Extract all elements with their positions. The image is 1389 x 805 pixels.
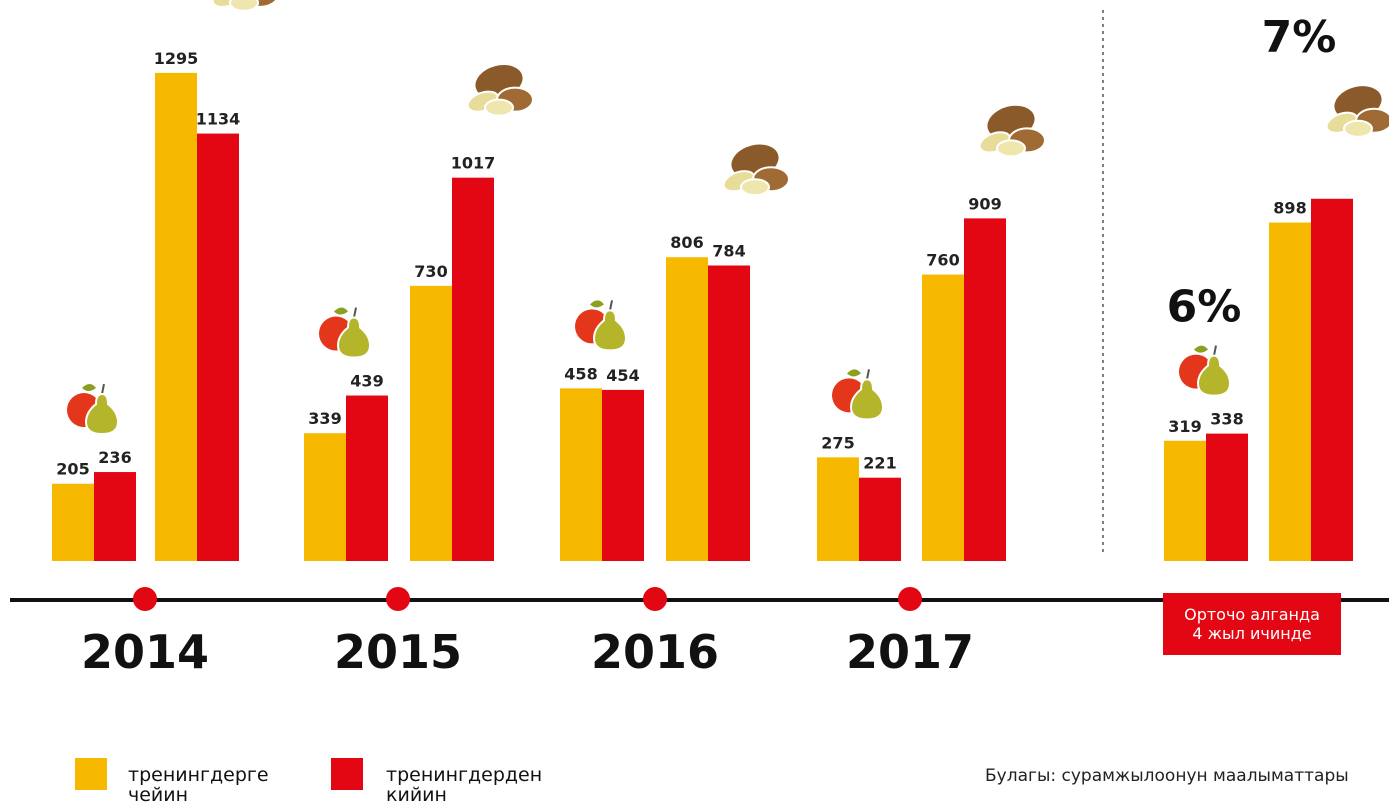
bar: [410, 285, 452, 561]
potato-slice: [996, 139, 1026, 158]
stem: [866, 369, 870, 380]
value-label: 784: [712, 241, 745, 260]
stem: [609, 300, 613, 311]
timeline-dot: [898, 587, 922, 611]
potato-icon: [722, 144, 790, 197]
potato-slice: [1343, 119, 1373, 138]
legend-label: тренингдерге чейин: [128, 764, 269, 805]
leaf: [334, 307, 348, 315]
value-label: 898: [1273, 199, 1306, 218]
stem: [101, 383, 105, 395]
average-label: Орточо алганда: [1184, 605, 1320, 624]
pear: [336, 316, 372, 359]
value-label: 1134: [196, 110, 241, 129]
value-label: 221: [863, 454, 896, 473]
bar: [1206, 433, 1248, 561]
average-label: 4 жыл ичинде: [1192, 624, 1312, 643]
bar: [602, 389, 644, 561]
value-label: 760: [926, 251, 959, 270]
value-label: 339: [308, 409, 341, 428]
stem: [1213, 345, 1217, 356]
source: Булагы: сурамжылоонун маалыматтары: [985, 766, 1349, 786]
fruit-icon: [575, 300, 628, 352]
potato-icon: [211, 0, 278, 12]
potato-icon: [978, 105, 1046, 158]
annotation: 7%: [1262, 12, 1337, 63]
value-label: 806: [670, 233, 703, 252]
stem: [353, 307, 357, 318]
value-label: 454: [606, 366, 639, 385]
year-label: 2014: [81, 625, 209, 679]
value-label: 909: [968, 194, 1001, 213]
potato-icon: [1325, 86, 1389, 138]
potato-slice: [740, 178, 770, 197]
leaf: [847, 369, 861, 377]
value-label: 730: [414, 262, 447, 281]
pear: [592, 309, 628, 352]
annotation: 6%: [1167, 282, 1242, 333]
value-label: 275: [821, 433, 854, 452]
bar: [1164, 440, 1206, 561]
timeline-dot: [133, 587, 157, 611]
bar: [155, 72, 197, 561]
value-label: 439: [350, 372, 383, 391]
potato-icon: [466, 65, 534, 117]
bar: [304, 433, 346, 561]
bar: [708, 265, 750, 561]
fruit-icon: [832, 369, 885, 421]
fruit-icon: [1179, 345, 1232, 397]
leaf: [590, 300, 604, 308]
bar: [922, 274, 964, 561]
average-box: Орточо алганда 4 жыл ичинде: [1163, 593, 1341, 655]
year-label: 2016: [591, 625, 719, 679]
bar: [666, 257, 708, 561]
value-label: 338: [1210, 410, 1243, 429]
bar: [346, 395, 388, 561]
year-label: 2017: [846, 625, 974, 679]
bar: [964, 218, 1006, 561]
value-label: 205: [56, 460, 89, 479]
value-label: 236: [98, 448, 131, 467]
fruit-icon: [319, 307, 372, 359]
potato-slice: [484, 98, 514, 117]
bar: [94, 472, 136, 561]
value-label: 1295: [154, 49, 199, 68]
legend-swatch: [75, 758, 107, 790]
leaf: [1194, 345, 1208, 353]
bar: [52, 483, 94, 561]
bar: [1311, 198, 1353, 561]
fruit-icon: [67, 383, 120, 436]
value-label: 1017: [451, 154, 496, 173]
pear: [1196, 354, 1232, 397]
bar: [817, 457, 859, 561]
potato-slice: [229, 0, 259, 12]
pear: [849, 378, 885, 421]
timeline-dot: [643, 587, 667, 611]
bar: [1269, 222, 1311, 561]
bar: [859, 477, 901, 561]
legend-label: тренингдерден кийин: [386, 764, 543, 805]
bar: [197, 133, 239, 562]
leaf: [82, 384, 96, 392]
timeline-dot: [386, 587, 410, 611]
bar: [452, 177, 494, 561]
value-label: 319: [1168, 417, 1201, 436]
year-label: 2015: [334, 625, 462, 679]
bar: [560, 388, 602, 561]
pear: [84, 393, 120, 436]
legend-swatch: [331, 758, 363, 790]
value-label: 458: [564, 364, 597, 383]
